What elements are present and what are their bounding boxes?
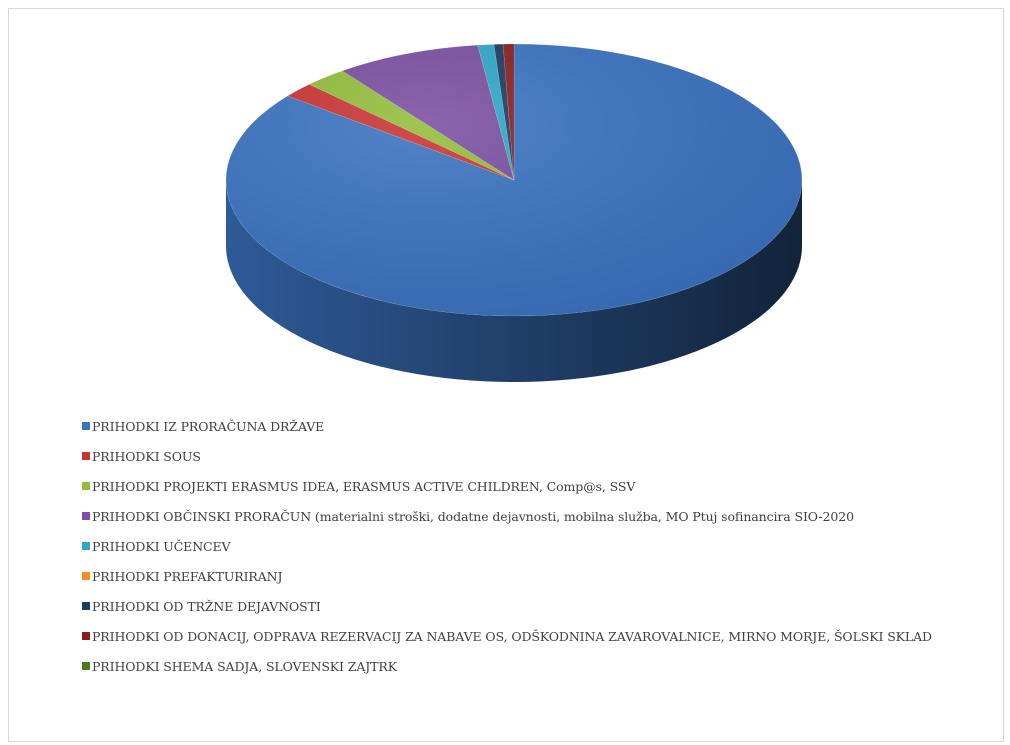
- legend-label: PRIHODKI UČENCEV: [92, 538, 231, 554]
- legend-item: PRIHODKI IZ PRORAČUNA DRŽAVE: [82, 411, 932, 441]
- legend-label: PRIHODKI PREFAKTURIRANJ: [92, 568, 283, 584]
- legend-label: PRIHODKI SHEMA SADJA, SLOVENSKI ZAJTRK: [92, 658, 397, 674]
- pie-side-1: [226, 180, 802, 382]
- legend-label: PRIHODKI OBČINSKI PRORAČUN (materialni s…: [92, 508, 854, 524]
- pie-tops: [225, 43, 803, 317]
- pie-top-highlight: [226, 44, 802, 316]
- legend-swatch: [82, 662, 90, 670]
- legend-item: PRIHODKI UČENCEV: [82, 531, 932, 561]
- legend-label: PRIHODKI IZ PRORAČUNA DRŽAVE: [92, 418, 325, 434]
- legend: PRIHODKI IZ PRORAČUNA DRŽAVE PRIHODKI SOU…: [82, 411, 932, 681]
- legend-swatch: [82, 422, 90, 430]
- legend-swatch: [82, 482, 90, 490]
- pie-chart: [225, 43, 803, 382]
- legend-label: PRIHODKI OD TRŽNE DEJAVNOSTI: [92, 598, 321, 614]
- legend-swatch: [82, 452, 90, 460]
- legend-swatch: [82, 512, 90, 520]
- legend-swatch: [82, 572, 90, 580]
- legend-swatch: [82, 632, 90, 640]
- legend-item: PRIHODKI OD DONACIJ, ODPRAVA REZERVACIJ …: [82, 621, 932, 651]
- legend-label: PRIHODKI PROJEKTI ERASMUS IDEA, ERASMUS …: [92, 478, 636, 494]
- legend-item: PRIHODKI OBČINSKI PRORAČUN (materialni s…: [82, 501, 932, 531]
- pie-sides: [226, 180, 802, 382]
- legend-swatch: [82, 602, 90, 610]
- legend-item: PRIHODKI PREFAKTURIRANJ: [82, 561, 932, 591]
- legend-item: PRIHODKI PROJEKTI ERASMUS IDEA, ERASMUS …: [82, 471, 932, 501]
- legend-label: PRIHODKI SOUS: [92, 448, 201, 464]
- legend-item: PRIHODKI SHEMA SADJA, SLOVENSKI ZAJTRK: [82, 651, 932, 681]
- legend-label: PRIHODKI OD DONACIJ, ODPRAVA REZERVACIJ …: [92, 628, 932, 644]
- legend-item: PRIHODKI SOUS: [82, 441, 932, 471]
- legend-swatch: [82, 542, 90, 550]
- legend-item: PRIHODKI OD TRŽNE DEJAVNOSTI: [82, 591, 932, 621]
